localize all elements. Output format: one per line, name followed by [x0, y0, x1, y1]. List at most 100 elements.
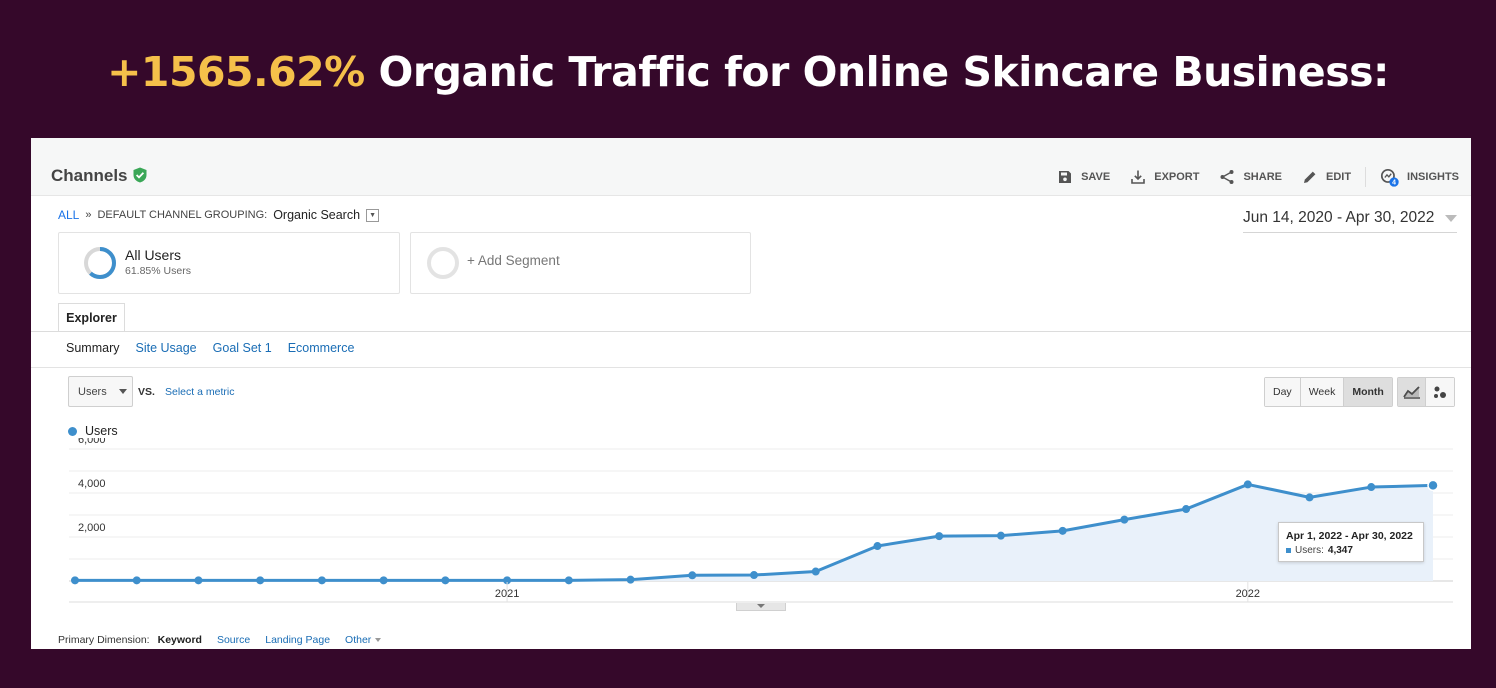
subtab-summary[interactable]: Summary [66, 341, 120, 355]
tooltip-swatch [1286, 548, 1291, 553]
edit-label: EDIT [1325, 171, 1352, 183]
users-line-chart: 2,000 4,000 6,000 2021 2022 [69, 438, 1453, 603]
segment-ring-icon [84, 247, 116, 279]
segment-label: All Users [125, 247, 182, 263]
users-data-point [1305, 493, 1314, 502]
metric-dropdown[interactable]: Users [68, 376, 133, 407]
users-area [75, 484, 1433, 581]
dimension-landing-page[interactable]: Landing Page [265, 634, 331, 646]
dimension-other-dropdown[interactable]: Other [345, 634, 382, 646]
users-data-point [71, 576, 79, 585]
users-data-point [1243, 480, 1252, 489]
chart-type-toggle [1397, 377, 1455, 407]
grouping-dropdown-icon[interactable]: ▼ [366, 208, 380, 222]
users-data-point [1427, 479, 1439, 492]
subtab-divider [31, 367, 1471, 368]
users-data-point [1367, 483, 1376, 492]
users-data-point [1120, 515, 1129, 524]
save-button[interactable]: SAVE [1057, 169, 1110, 185]
users-data-point [379, 576, 388, 585]
save-icon [1059, 171, 1072, 183]
users-data-point [996, 531, 1005, 540]
breadcrumb-all-link[interactable]: ALL [58, 208, 80, 222]
subtabs: Summary Site Usage Goal Set 1 Ecommerce [66, 341, 354, 355]
motion-chart-button[interactable] [1426, 378, 1454, 406]
empty-segment-ring-icon [427, 247, 459, 279]
segment-all-users[interactable]: All Users 61.85% Users [58, 232, 400, 294]
legend-users-label: Users [85, 424, 118, 438]
export-button[interactable]: EXPORT [1130, 169, 1199, 185]
insights-icon: 4 [1380, 168, 1399, 187]
granularity-day-button[interactable]: Day [1265, 378, 1301, 406]
dimension-source[interactable]: Source [216, 634, 251, 646]
breadcrumb-grouping-label: DEFAULT CHANNEL GROUPING: [97, 209, 268, 221]
chart-legend: Users [68, 424, 118, 438]
users-data-point [256, 576, 265, 585]
granularity-week-button[interactable]: Week [1300, 378, 1345, 406]
users-data-point [811, 567, 820, 576]
add-segment-label: + Add Segment [467, 253, 560, 268]
other-chevron-icon [375, 638, 382, 642]
share-icon [1220, 170, 1234, 184]
headline: +1565.62% Organic Traffic for Online Ski… [0, 48, 1496, 96]
add-segment-button[interactable]: + Add Segment [410, 232, 751, 294]
chart-tooltip: Apr 1, 2022 - Apr 30, 2022 Users: 4,347 [1278, 522, 1424, 562]
users-data-point [935, 532, 944, 541]
share-label: SHARE [1243, 171, 1282, 183]
tooltip-title: Apr 1, 2022 - Apr 30, 2022 [1286, 530, 1413, 542]
line-chart-button[interactable] [1398, 378, 1426, 406]
breadcrumb-separator: » [85, 209, 92, 221]
edit-pencil-icon [1303, 171, 1316, 183]
edit-button[interactable]: EDIT [1302, 169, 1351, 185]
export-label: EXPORT [1154, 171, 1200, 183]
dimension-keyword[interactable]: Keyword [157, 634, 202, 646]
subtab-ecommerce[interactable]: Ecommerce [287, 341, 355, 355]
report-header: Channels SAVE EXPORT SHARE EDIT [31, 138, 1471, 196]
vs-label: VS. [138, 386, 155, 398]
users-data-point [132, 576, 141, 585]
users-data-point [441, 576, 450, 585]
y-tick-label: 4,000 [78, 478, 106, 490]
date-range-chevron-icon [1445, 214, 1457, 222]
date-range-picker[interactable]: Jun 14, 2020 - Apr 30, 2022 [1243, 209, 1457, 233]
insights-badge: 4 [1392, 179, 1396, 186]
headline-accent: +1565.62% [107, 48, 365, 96]
granularity-toggle: Day Week Month [1264, 377, 1393, 407]
y-tick-label: 2,000 [78, 522, 106, 534]
insights-label: INSIGHTS [1407, 171, 1459, 183]
save-label: SAVE [1081, 171, 1111, 183]
tab-divider [31, 331, 1471, 332]
primary-dimension-bar: Primary Dimension: Keyword Source Landin… [58, 634, 382, 646]
share-button[interactable]: SHARE [1219, 169, 1282, 185]
tooltip-value: 4,347 [1327, 545, 1353, 556]
insights-button[interactable]: 4 INSIGHTS [1380, 168, 1459, 187]
users-data-point [688, 571, 697, 580]
tooltip-label: Users: [1295, 545, 1324, 556]
metric-dropdown-value: Users [78, 385, 107, 398]
x-tick-label: 2022 [1236, 588, 1260, 600]
users-data-point [873, 542, 882, 551]
report-actions: SAVE EXPORT SHARE EDIT 4 [1057, 167, 1459, 187]
segment-percentage: 61.85% Users [125, 265, 191, 277]
motion-chart-icon [1434, 386, 1446, 398]
subtab-goal-set[interactable]: Goal Set 1 [212, 341, 272, 355]
chart-collapse-handle[interactable] [736, 603, 786, 611]
x-tick-label: 2021 [495, 588, 519, 600]
verified-shield-icon [133, 167, 147, 183]
date-range-value: Jun 14, 2020 - Apr 30, 2022 [1243, 209, 1435, 226]
users-data-point [194, 576, 203, 585]
granularity-month-button[interactable]: Month [1344, 378, 1392, 406]
users-data-point [750, 571, 758, 580]
select-metric-link[interactable]: Select a metric [165, 386, 235, 398]
subtab-site-usage[interactable]: Site Usage [135, 341, 197, 355]
users-data-point [626, 575, 635, 584]
tab-explorer[interactable]: Explorer [58, 303, 125, 332]
users-data-point [1182, 505, 1191, 514]
dimension-other-label: Other [345, 634, 372, 646]
export-icon [1131, 170, 1146, 184]
line-chart-icon [1402, 386, 1420, 399]
breadcrumb-grouping-value: Organic Search [273, 208, 361, 222]
users-data-point [1058, 526, 1067, 535]
report-title: Channels [51, 166, 128, 185]
primary-dimension-label: Primary Dimension: [58, 634, 150, 646]
